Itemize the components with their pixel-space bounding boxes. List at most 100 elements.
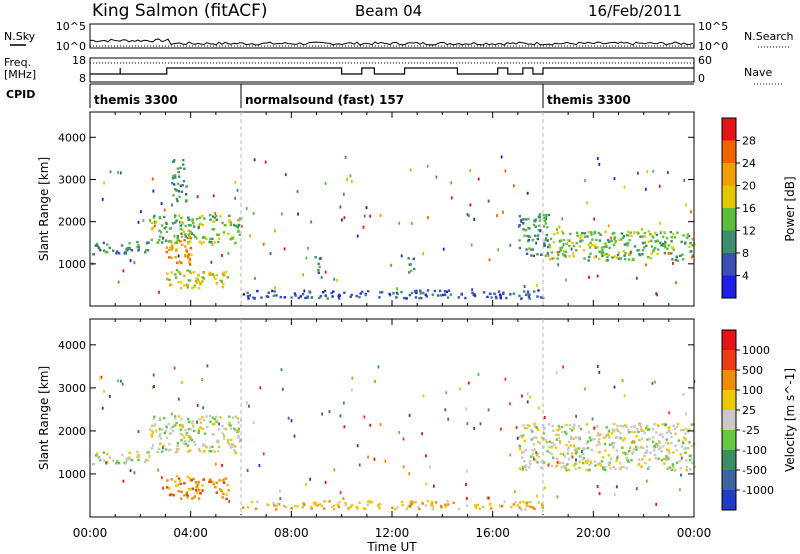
data-cell bbox=[593, 426, 596, 430]
data-cell bbox=[497, 248, 500, 252]
data-cell bbox=[475, 504, 478, 507]
data-cell bbox=[174, 214, 177, 217]
data-cell bbox=[402, 465, 405, 469]
data-cell bbox=[548, 440, 551, 444]
freq-label: Freq. bbox=[4, 56, 31, 69]
data-cell bbox=[572, 244, 576, 248]
data-cell bbox=[364, 507, 367, 510]
data-cell bbox=[494, 295, 498, 298]
data-cell bbox=[650, 252, 653, 255]
data-cell bbox=[529, 254, 533, 257]
data-cell bbox=[586, 446, 590, 450]
data-cell bbox=[137, 246, 141, 249]
data-cell bbox=[185, 491, 189, 494]
nsearch-tick-bottom: 10^0 bbox=[698, 40, 728, 53]
data-cell bbox=[427, 216, 429, 220]
data-cell bbox=[535, 436, 538, 439]
colorbar-swatch bbox=[722, 208, 736, 231]
data-cell bbox=[627, 258, 631, 261]
data-cell bbox=[307, 246, 309, 250]
data-cell bbox=[547, 423, 551, 426]
data-cell bbox=[112, 459, 115, 462]
data-cell bbox=[180, 490, 183, 493]
data-cell bbox=[178, 175, 181, 178]
nave-label: Nave bbox=[744, 66, 772, 79]
data-cell bbox=[523, 234, 526, 237]
data-cell bbox=[167, 422, 170, 426]
data-cell bbox=[665, 458, 669, 462]
data-cell bbox=[652, 449, 656, 452]
data-cell bbox=[623, 243, 626, 246]
data-cell bbox=[344, 502, 347, 505]
data-cell bbox=[442, 247, 445, 251]
data-cell bbox=[572, 425, 575, 428]
data-cell bbox=[180, 286, 183, 290]
colorbar-tick-label: 16 bbox=[742, 202, 756, 215]
data-cell bbox=[478, 507, 481, 510]
data-cell bbox=[367, 500, 370, 504]
data-cell bbox=[220, 280, 223, 283]
data-cell bbox=[237, 218, 240, 222]
data-cell bbox=[222, 271, 225, 274]
data-cell bbox=[518, 215, 521, 218]
data-cell bbox=[347, 507, 350, 510]
data-cell bbox=[641, 253, 644, 256]
data-cell bbox=[660, 244, 663, 247]
data-cell bbox=[599, 233, 602, 236]
data-cell bbox=[355, 505, 358, 509]
data-cell bbox=[128, 247, 131, 250]
data-cell bbox=[191, 218, 195, 221]
data-cell bbox=[102, 249, 106, 252]
data-cell bbox=[655, 431, 658, 434]
data-cell bbox=[176, 167, 179, 170]
data-cell bbox=[370, 501, 374, 504]
data-cell bbox=[521, 466, 525, 469]
data-cell bbox=[535, 426, 538, 429]
data-cell bbox=[267, 291, 270, 294]
data-cell bbox=[558, 225, 561, 229]
data-cell bbox=[679, 453, 682, 456]
data-cell bbox=[174, 241, 177, 245]
data-cell bbox=[668, 466, 672, 469]
data-cell bbox=[563, 250, 566, 253]
data-cell bbox=[659, 446, 662, 449]
data-cell bbox=[585, 442, 589, 445]
data-cell bbox=[164, 429, 167, 432]
data-cell bbox=[241, 224, 243, 228]
data-cell bbox=[161, 476, 163, 480]
data-cell bbox=[536, 234, 540, 237]
data-cell bbox=[620, 232, 624, 235]
data-cell bbox=[526, 400, 529, 404]
colorbar-tick-label: 25 bbox=[742, 404, 756, 417]
data-cell bbox=[227, 232, 230, 235]
data-cell bbox=[198, 449, 201, 453]
data-cell bbox=[228, 220, 231, 223]
data-cell bbox=[565, 432, 568, 436]
data-cell bbox=[213, 241, 216, 244]
data-cell bbox=[606, 259, 609, 262]
data-cell bbox=[630, 430, 633, 434]
data-cell bbox=[610, 432, 614, 435]
data-cell bbox=[238, 440, 241, 443]
colorbar-swatch bbox=[722, 430, 736, 451]
data-cell bbox=[402, 437, 405, 441]
data-cell bbox=[150, 424, 154, 428]
colorbar-swatch bbox=[722, 470, 736, 491]
data-cell bbox=[474, 504, 477, 507]
data-cell bbox=[198, 418, 202, 421]
data-cell bbox=[640, 429, 643, 432]
data-cell bbox=[161, 241, 164, 244]
data-cell bbox=[209, 271, 212, 274]
data-cell bbox=[545, 233, 549, 237]
data-cell bbox=[443, 290, 447, 293]
data-cell bbox=[358, 501, 361, 504]
data-cell bbox=[648, 458, 651, 461]
data-cell bbox=[343, 216, 346, 220]
data-cell bbox=[669, 432, 672, 435]
data-cell bbox=[236, 430, 239, 434]
data-cell bbox=[499, 297, 502, 300]
data-cell bbox=[539, 229, 542, 233]
data-cell bbox=[158, 418, 162, 421]
data-cell bbox=[188, 258, 192, 261]
